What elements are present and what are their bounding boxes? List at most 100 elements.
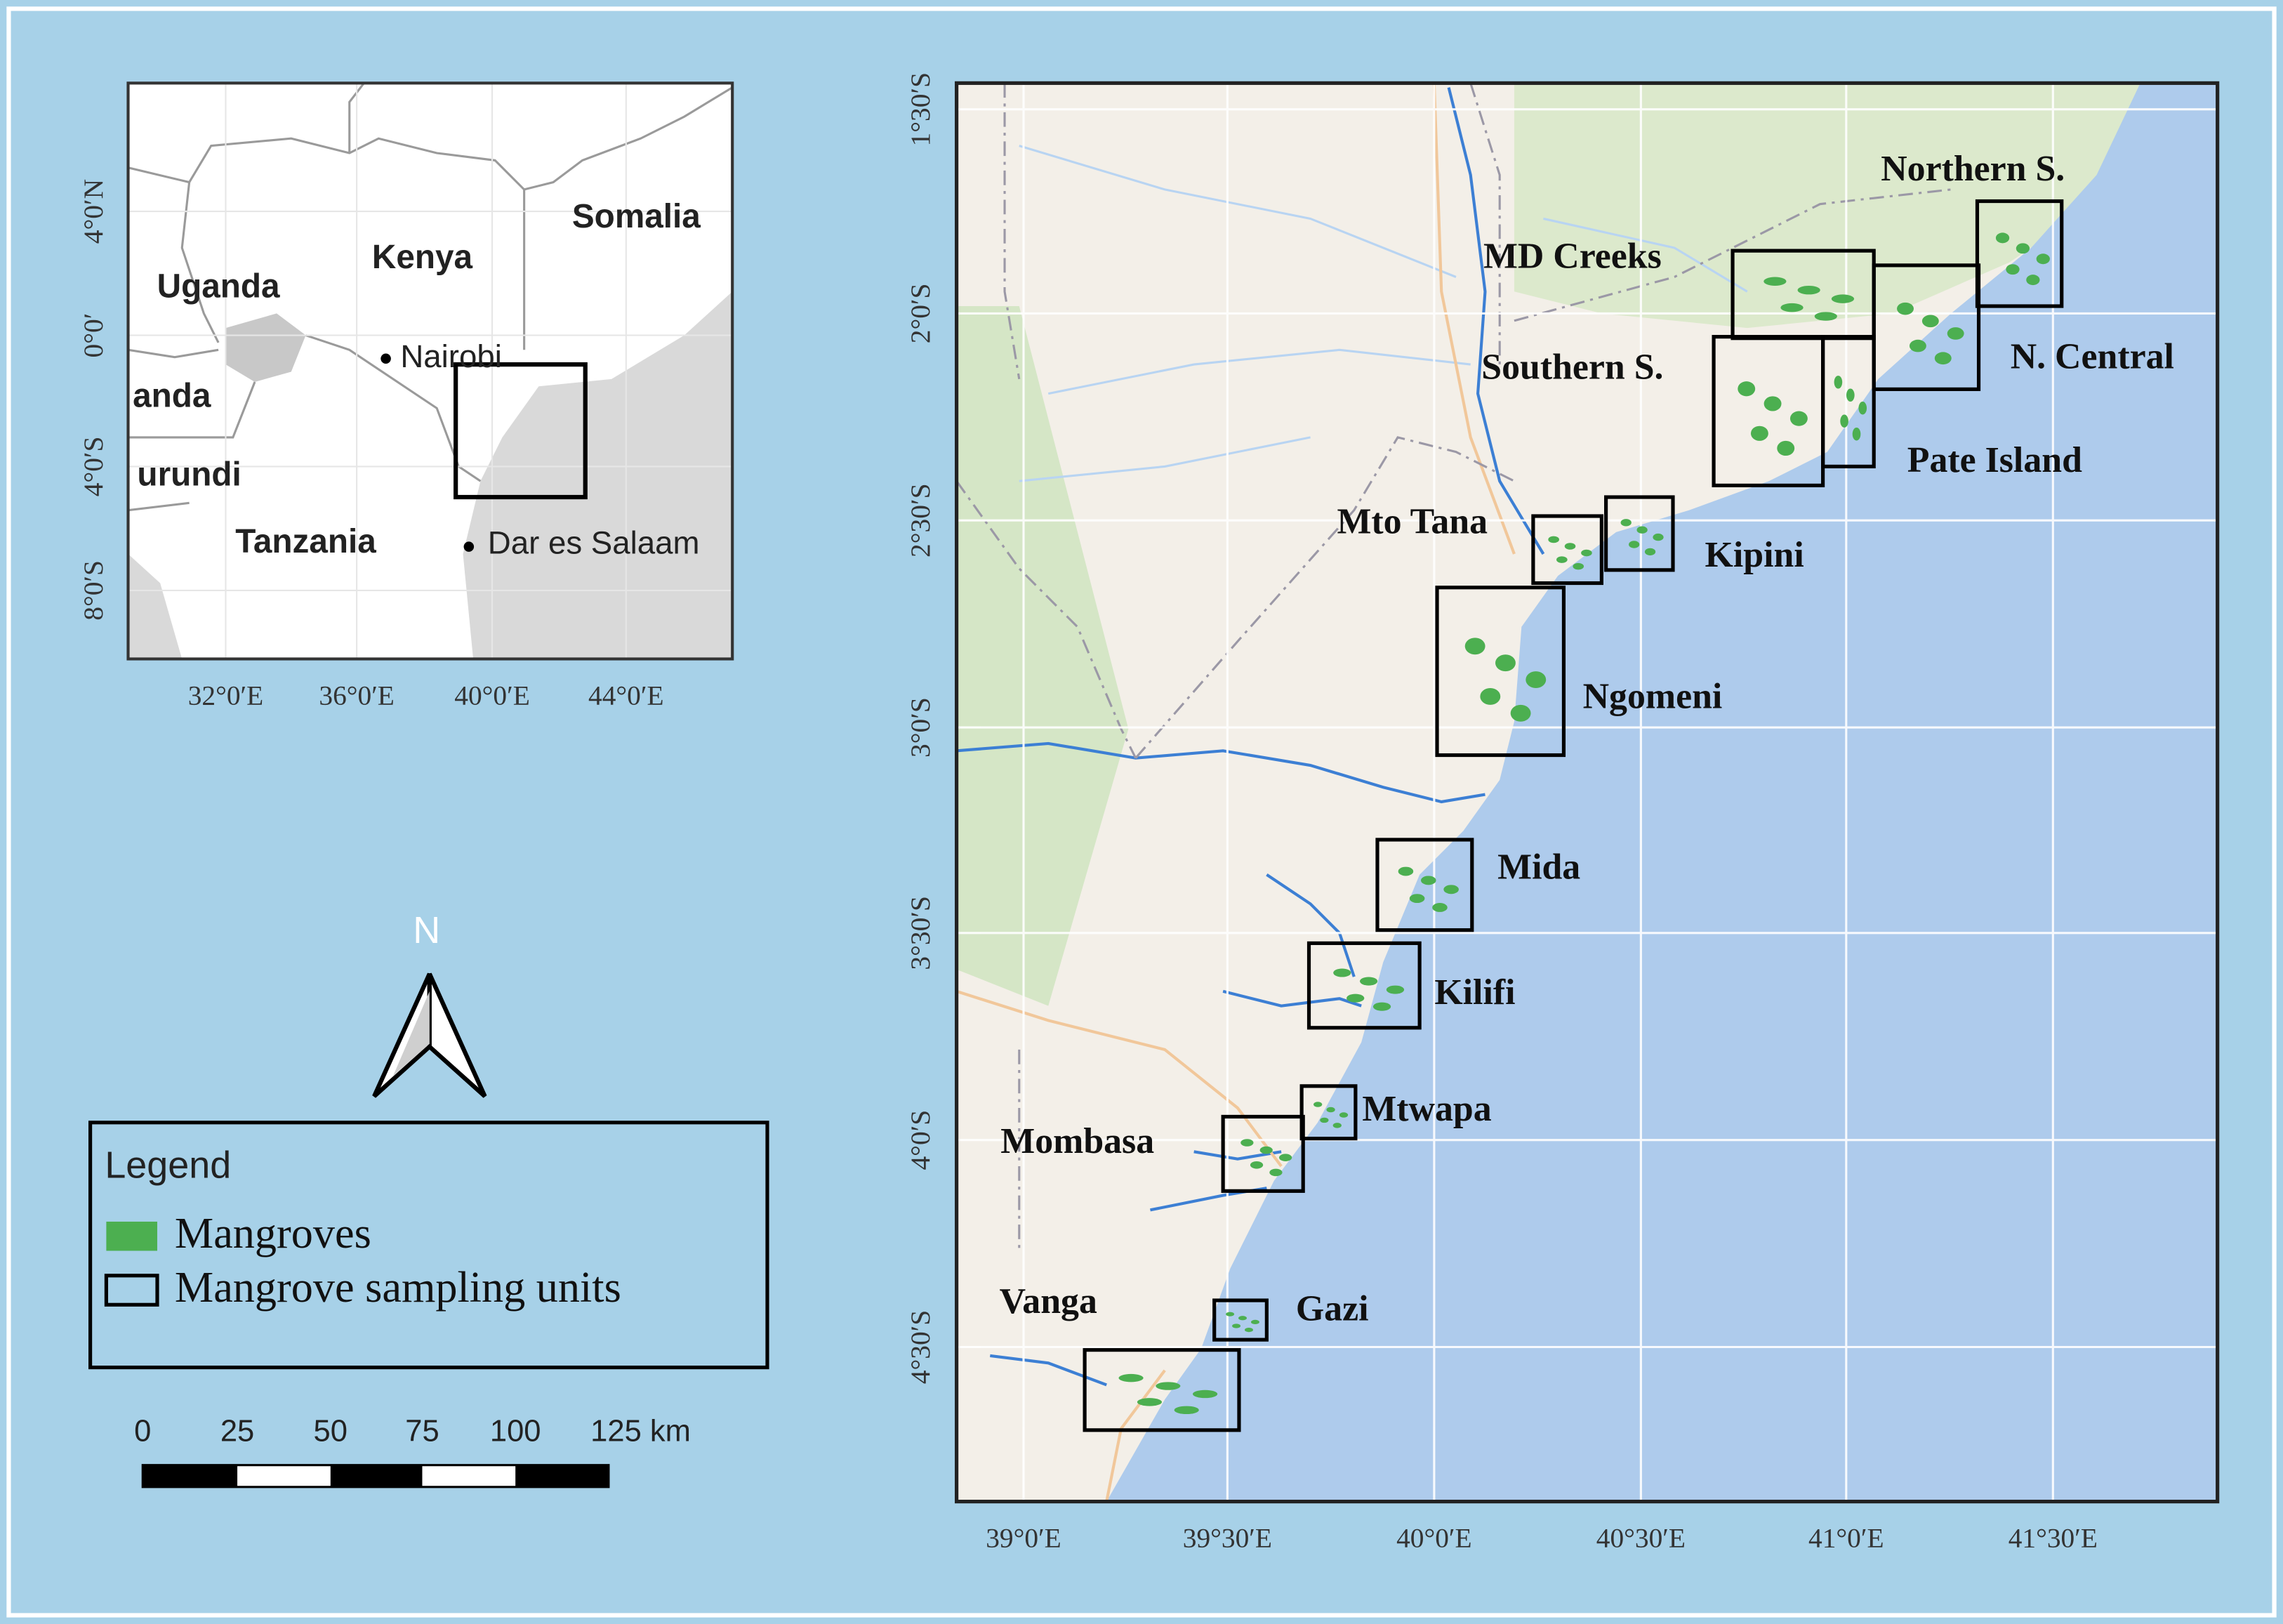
scale-segment	[330, 1465, 423, 1487]
streams	[1019, 145, 1748, 482]
mangrove-patch	[1620, 519, 1632, 527]
mangrove-patch	[1409, 894, 1425, 904]
north-label: N	[413, 909, 440, 951]
mangrove-patch	[2036, 253, 2050, 265]
mangrove-patch	[1777, 440, 1795, 456]
legend-title: Legend	[105, 1144, 231, 1186]
unit-label: Kilifi	[1434, 972, 1515, 1012]
mangrove-patch	[1346, 993, 1365, 1003]
mangrove-patch	[1420, 876, 1436, 885]
city-dot	[463, 541, 475, 552]
legend-box	[88, 1121, 769, 1370]
mangrove-patch	[1332, 1123, 1342, 1128]
lat-tick-label: 1°30′S	[905, 72, 936, 146]
mangrove-patch	[1250, 1161, 1264, 1169]
sampling-unit	[1872, 263, 1981, 391]
main-frame	[955, 81, 2220, 1504]
scale-segment	[143, 1465, 238, 1487]
inset-lake	[128, 553, 183, 659]
mangrove-patch	[1386, 985, 1405, 994]
mangrove-patch	[1934, 352, 1952, 365]
sampling-unit	[1435, 586, 1566, 758]
mangrove-patch	[1238, 1316, 1247, 1321]
mangrove-patch	[1909, 339, 1926, 352]
inset-study-area	[454, 362, 588, 500]
mangrove-patch	[1137, 1398, 1163, 1406]
lat-tick-label: 8°0′S	[78, 560, 109, 621]
mangrove-patch	[1629, 541, 1640, 548]
lat-tick-label: 4°0′S	[78, 437, 109, 497]
lat-tick-label: 4°0′S	[905, 1110, 936, 1170]
lat-tick-label: 0°0′	[78, 313, 109, 358]
inset-lake-victoria	[225, 313, 306, 382]
country-label: Uganda	[157, 268, 280, 305]
boundaries	[956, 83, 1952, 1254]
mangrove-patch	[1763, 277, 1787, 286]
mangrove-patch	[1360, 977, 1378, 986]
mangrove-patch	[1897, 302, 1914, 315]
unit-label: N. Central	[2011, 337, 2174, 377]
mangrove-patch	[1548, 536, 1559, 543]
legend-item: Mangroves	[175, 1210, 371, 1257]
country-label: Kenya	[372, 239, 473, 276]
ocean	[1106, 83, 2218, 1502]
country-label: urundi	[137, 456, 241, 494]
mangrove-patch	[1174, 1406, 1199, 1415]
mangrove-patch	[1556, 556, 1568, 563]
lat-tick-label: 4°0′N	[78, 179, 109, 244]
unit-label: Southern S.	[1481, 347, 1663, 387]
mangrove-patch	[1240, 1139, 1254, 1147]
mangrove-patch	[2006, 264, 2020, 275]
sampling-unit	[1299, 1084, 1358, 1141]
country-label: Somalia	[572, 198, 701, 235]
lon-tick-label: 41°0′E	[1808, 1523, 1884, 1554]
inset-frame	[126, 81, 734, 661]
mangrove-patch	[1644, 548, 1656, 556]
mangrove-patch	[1313, 1102, 1323, 1107]
mangrove-patch	[1118, 1373, 1144, 1382]
lon-tick-label: 39°30′E	[1183, 1523, 1272, 1554]
legend-swatch	[104, 1274, 159, 1307]
inset-graticule	[128, 83, 733, 659]
mangrove-patch	[1636, 526, 1648, 534]
lon-tick-label: 41°30′E	[2009, 1523, 2098, 1554]
lat-tick-label: 3°30′S	[905, 896, 936, 970]
lat-tick-label: 2°30′S	[905, 484, 936, 557]
unit-label: Gazi	[1296, 1289, 1369, 1329]
mangrove-patch	[1339, 1112, 1349, 1118]
mangrove-patch	[1738, 381, 1756, 397]
unit-label: Mombasa	[1000, 1121, 1154, 1161]
mangrove-patch	[1232, 1323, 1241, 1328]
mangrove-patch	[1326, 1107, 1335, 1113]
sampling-unit	[1083, 1348, 1241, 1432]
mangrove-patch	[1564, 543, 1576, 550]
city-dot	[380, 353, 391, 364]
mangrove-patch	[1432, 903, 1448, 912]
scale-bar	[141, 1464, 610, 1488]
country-label: Tanzania	[235, 523, 376, 560]
city-label: Nairobi	[400, 338, 502, 374]
lat-tick-label: 2°0′S	[905, 284, 936, 344]
park	[1514, 83, 2155, 329]
mangrove-patch	[1921, 315, 1939, 328]
lon-tick-label: 39°0′E	[986, 1523, 1061, 1554]
sampling-unit	[1531, 514, 1603, 586]
mangrove-patch	[1581, 549, 1592, 557]
lat-tick-label: 3°0′S	[905, 697, 936, 758]
mangrove-patch	[1269, 1168, 1283, 1177]
mangrove-patch	[1245, 1327, 1253, 1333]
mangrove-patch	[1834, 376, 1843, 389]
mangrove-patch	[1852, 427, 1861, 441]
scale-label: 100	[490, 1415, 541, 1448]
mangrove-patch	[1750, 425, 1768, 441]
mangrove-patch	[1995, 232, 2010, 244]
inset-borders	[128, 83, 733, 512]
sampling-unit	[1221, 1114, 1305, 1193]
mangrove-patch	[1653, 533, 1664, 541]
sampling-unit	[1212, 1298, 1269, 1342]
main-map	[956, 83, 2218, 1502]
mangrove-patch	[1320, 1117, 1329, 1123]
mangrove-patch	[1858, 402, 1867, 415]
mangrove-patch	[1495, 654, 1516, 672]
